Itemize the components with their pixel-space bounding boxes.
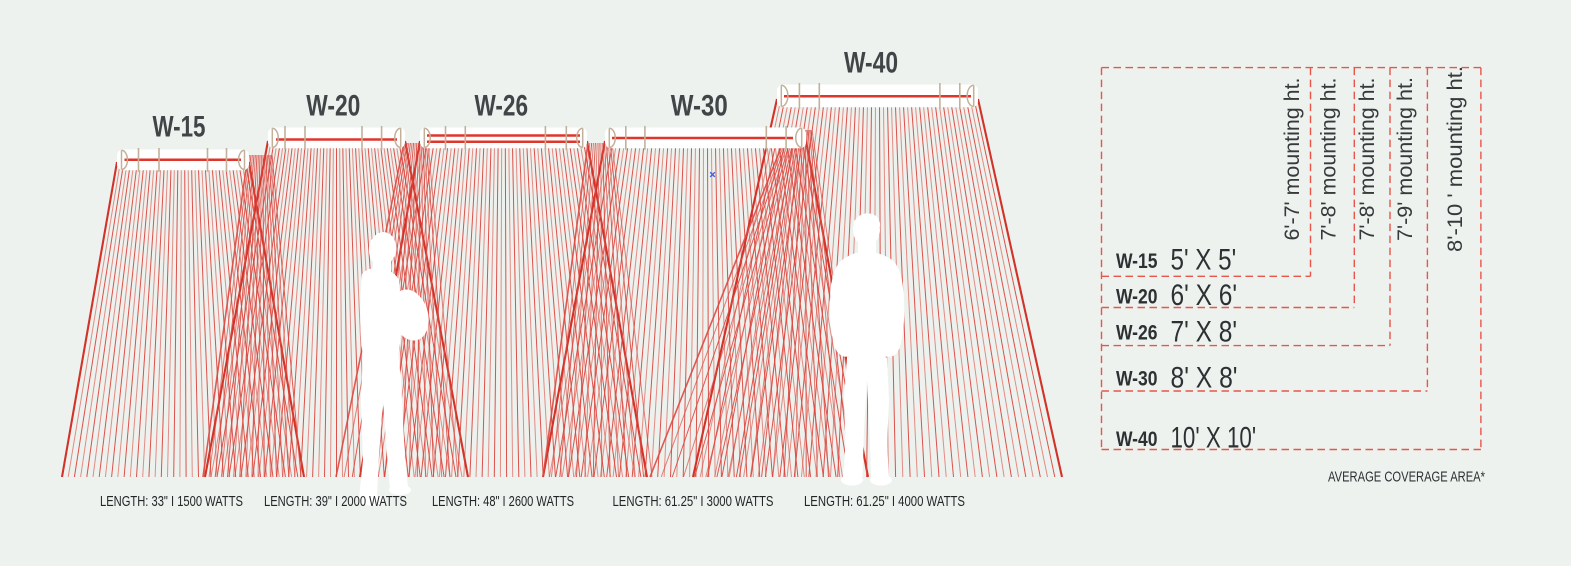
svg-text:W-30: W-30 (1116, 368, 1158, 391)
svg-text:W-40: W-40 (844, 47, 898, 80)
svg-text:8' X 8': 8' X 8' (1171, 361, 1238, 394)
svg-text:6'-7' mounting ht.: 6'-7' mounting ht. (1280, 78, 1304, 241)
svg-text:7'-9' mounting ht.: 7'-9' mounting ht. (1393, 77, 1417, 241)
svg-text:7'-8' mounting ht.: 7'-8' mounting ht. (1355, 78, 1379, 241)
svg-text:6' X 6': 6' X 6' (1171, 279, 1238, 312)
svg-text:LENGTH: 39" I 2000 WATTS: LENGTH: 39" I 2000 WATTS (264, 494, 407, 510)
svg-text:LENGTH: 61.25" I 3000 WATTS: LENGTH: 61.25" I 3000 WATTS (613, 494, 774, 510)
svg-text:10' X 10': 10' X 10' (1171, 422, 1257, 455)
svg-text:AVERAGE COVERAGE AREA*: AVERAGE COVERAGE AREA* (1328, 469, 1485, 485)
svg-text:7'-8' mounting ht.: 7'-8' mounting ht. (1317, 78, 1341, 241)
svg-text:W-30: W-30 (671, 89, 728, 122)
svg-text:LENGTH: 33" I 1500 WATTS: LENGTH: 33" I 1500 WATTS (100, 494, 243, 510)
svg-text:7' X 8': 7' X 8' (1171, 315, 1238, 348)
svg-text:W-20: W-20 (306, 89, 360, 122)
svg-text:W-40: W-40 (1116, 428, 1158, 451)
svg-text:LENGTH: 61.25" I 4000 WATTS: LENGTH: 61.25" I 4000 WATTS (804, 494, 965, 510)
svg-text:W-15: W-15 (153, 111, 206, 144)
svg-text:8'-10 ' mounting ht.: 8'-10 ' mounting ht. (1443, 66, 1467, 252)
svg-text:W-26: W-26 (1116, 322, 1158, 345)
svg-text:5' X 5': 5' X 5' (1171, 244, 1237, 277)
svg-text:W-20: W-20 (1116, 285, 1158, 308)
svg-text:W-15: W-15 (1116, 250, 1158, 273)
svg-text:W-26: W-26 (475, 89, 529, 122)
svg-text:LENGTH: 48" I 2600 WATTS: LENGTH: 48" I 2600 WATTS (432, 494, 574, 510)
